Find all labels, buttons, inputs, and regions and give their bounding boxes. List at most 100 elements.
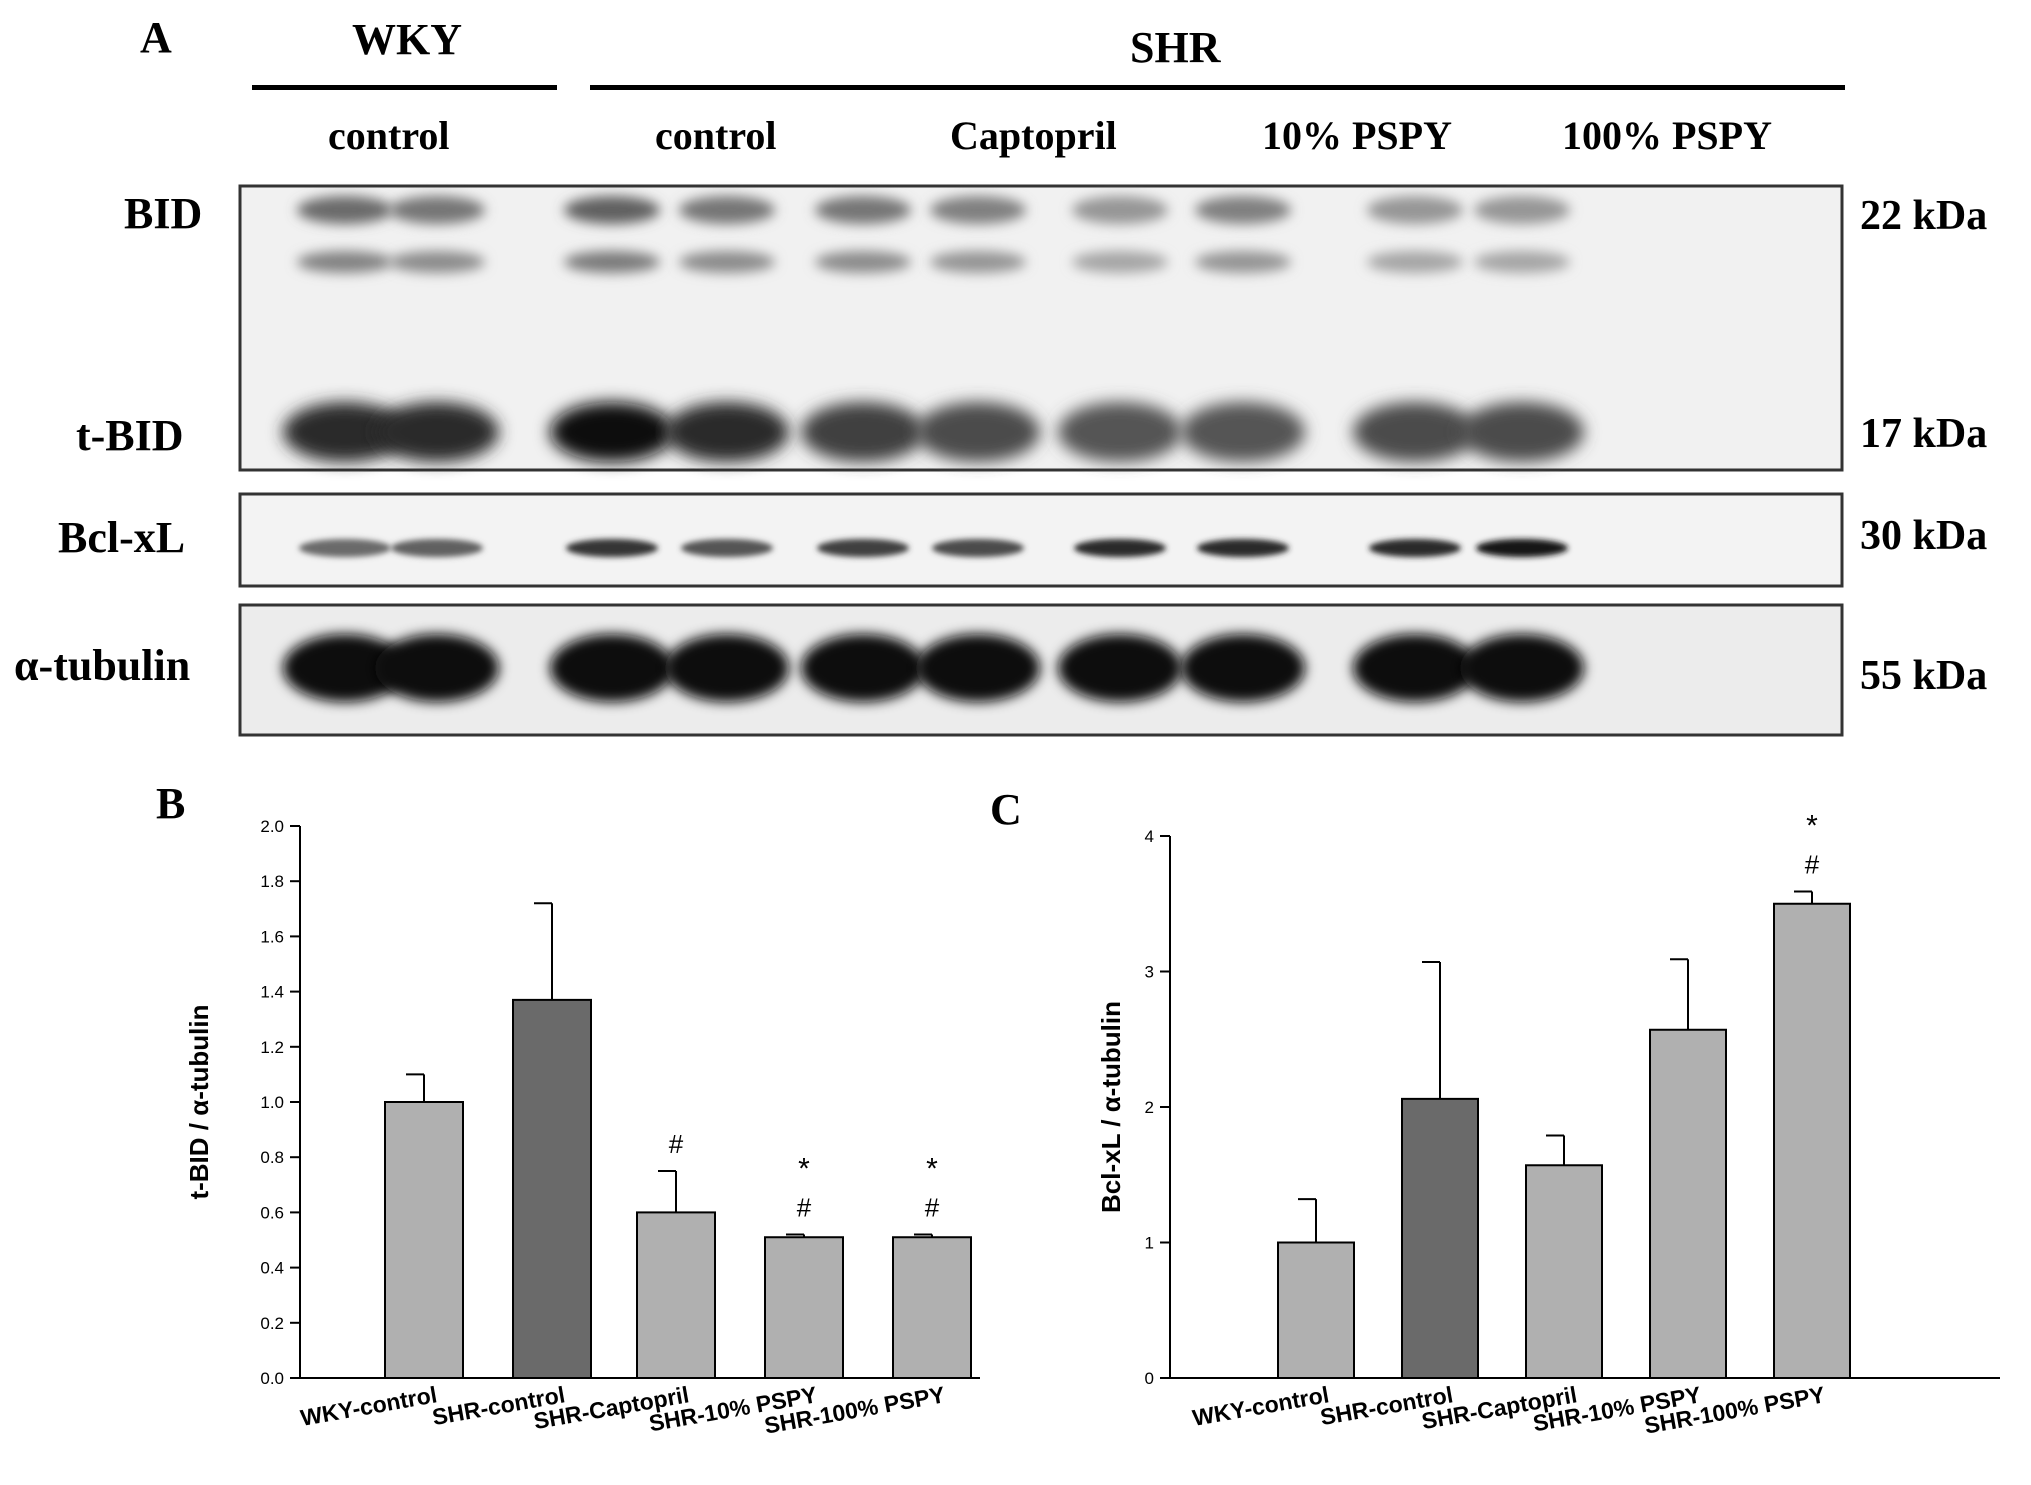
blot-frame-bclxl — [238, 492, 1844, 588]
bar — [636, 1211, 716, 1379]
band-tbid — [1058, 402, 1182, 462]
band-tbid — [916, 402, 1040, 462]
group-label-wky: WKY — [352, 15, 462, 64]
band-bid-lower — [815, 251, 911, 273]
lane-label: 10% PSPY — [1262, 113, 1452, 158]
significance-mark: * — [798, 1152, 810, 1185]
band-tbid — [1460, 402, 1584, 462]
band-bid — [815, 196, 911, 224]
band-bid-lower — [1367, 251, 1463, 273]
bar — [512, 998, 592, 1379]
significance-mark: # — [797, 1192, 812, 1222]
group-label-shr: SHR — [1130, 23, 1221, 72]
size-label-30kda: 30 kDa — [1860, 513, 1988, 559]
band-bid — [1367, 196, 1463, 224]
band-tubulin — [665, 634, 789, 702]
band-bid-lower — [564, 251, 660, 273]
panel-c-letter: C — [990, 785, 1022, 834]
band-bclxl — [299, 539, 391, 557]
band-tubulin — [801, 634, 925, 702]
band-bclxl — [1197, 539, 1289, 557]
bar — [1525, 1164, 1603, 1380]
bar — [384, 1101, 464, 1379]
band-bid-lower — [1072, 251, 1168, 273]
band-tbid — [801, 402, 925, 462]
y-axis-label: Bcl-xL / α-tubulin — [1096, 1001, 1126, 1213]
panel-a-letter: A — [140, 13, 172, 62]
size-label-55kda: 55 kDa — [1860, 653, 1988, 699]
y-tick-label: 2 — [1145, 1098, 1154, 1117]
y-tick-label: 0.6 — [260, 1203, 284, 1222]
chart-b: 0.0 0.2 0.4 0.6 0.8 1.0 1.2 1.4 1.6 1.8 2.0 t-BID /… — [184, 817, 980, 1439]
band-bid-lower — [679, 251, 775, 273]
y-axis-label: t-BID / α-tubulin — [184, 1004, 214, 1199]
lane-label: control — [655, 113, 777, 158]
band-bid-lower — [930, 251, 1026, 273]
band-bid — [1072, 196, 1168, 224]
band-bid — [389, 196, 485, 224]
band-bclxl — [1369, 539, 1461, 557]
band-tubulin — [1460, 634, 1584, 702]
band-tbid — [550, 402, 674, 462]
band-tbid — [1353, 402, 1477, 462]
group-line-wky — [252, 85, 557, 90]
band-tbid — [665, 402, 789, 462]
significance-mark: * — [926, 1152, 938, 1185]
bar — [764, 1236, 844, 1379]
band-tubulin — [1058, 634, 1182, 702]
band-bid — [297, 196, 393, 224]
protein-label-bclxl: Bcl-xL — [58, 513, 186, 562]
y-tick-label: 1.2 — [260, 1038, 284, 1057]
protein-label-bid: BID — [124, 189, 203, 238]
bar — [1277, 1241, 1355, 1379]
band-bid-lower — [297, 251, 393, 273]
western-blot — [238, 184, 1844, 737]
size-label-17kda: 17 kDa — [1860, 411, 1988, 457]
band-tbid — [1181, 402, 1305, 462]
lane-label: control — [328, 113, 450, 158]
band-bid — [679, 196, 775, 224]
band-tubulin — [916, 634, 1040, 702]
significance-mark: # — [1805, 850, 1820, 880]
band-bclxl — [681, 539, 773, 557]
protein-label-tbid: t-BID — [76, 411, 184, 460]
band-bid-lower — [1195, 251, 1291, 273]
y-tick-label: 0 — [1145, 1369, 1154, 1388]
band-tbid — [283, 402, 407, 462]
band-bid — [1474, 196, 1570, 224]
band-bid — [1195, 196, 1291, 224]
band-bclxl — [817, 539, 909, 557]
y-tick-label: 1.6 — [260, 927, 284, 946]
y-tick-label: 1.4 — [260, 983, 284, 1002]
band-bid-lower — [389, 251, 485, 273]
band-bid — [930, 196, 1026, 224]
category-label: WKY-control — [1190, 1381, 1330, 1431]
bar — [1649, 1028, 1727, 1379]
band-bid — [564, 196, 660, 224]
category-label: WKY-control — [298, 1381, 438, 1431]
band-tubulin — [1181, 634, 1305, 702]
group-line-shr — [590, 85, 1845, 90]
band-bclxl — [1476, 539, 1568, 557]
significance-mark: # — [925, 1192, 940, 1222]
significance-mark: * — [1806, 810, 1818, 843]
band-bclxl — [1074, 539, 1166, 557]
y-tick-label: 1 — [1145, 1234, 1154, 1253]
lane-label: 100% PSPY — [1562, 113, 1772, 158]
y-tick-label: 3 — [1145, 963, 1154, 982]
y-tick-label: 0.0 — [260, 1369, 284, 1388]
band-tubulin — [550, 634, 674, 702]
band-bid-lower — [1474, 251, 1570, 273]
size-label-22kda: 22 kDa — [1860, 193, 1988, 239]
band-tubulin — [375, 634, 499, 702]
band-tubulin — [1353, 634, 1477, 702]
protein-label-tubulin: α-tubulin — [14, 641, 191, 690]
bar — [892, 1236, 972, 1379]
band-bclxl — [932, 539, 1024, 557]
band-tbid — [375, 402, 499, 462]
y-tick-label: 4 — [1145, 827, 1154, 846]
y-tick-label: 0.8 — [260, 1148, 284, 1167]
lane-label: Captopril — [950, 113, 1117, 158]
panel-b-letter: B — [156, 779, 186, 828]
